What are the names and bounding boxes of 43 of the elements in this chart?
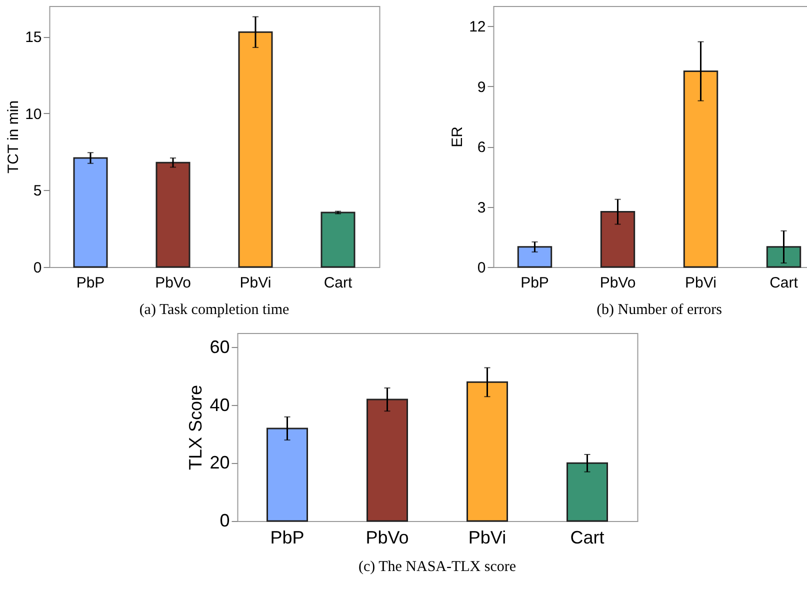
bar	[238, 31, 273, 268]
y-tick-label: 0	[33, 260, 42, 276]
y-axis-title: TCT in min	[5, 100, 22, 174]
x-tick-label: Cart	[770, 274, 799, 292]
bar	[683, 70, 718, 268]
x-tick-label: Cart	[324, 274, 353, 292]
bar	[366, 398, 408, 522]
y-tick-label: 12	[469, 18, 486, 36]
bar	[266, 428, 308, 522]
x-tick-label: PbP	[76, 274, 105, 292]
x-tick-label: PbVi	[685, 274, 716, 292]
bar	[600, 211, 636, 268]
y-tick-label: 5	[33, 182, 42, 200]
y-tick-label: 15	[25, 29, 42, 46]
y-tick-label: 60	[210, 336, 230, 357]
bar	[320, 212, 356, 268]
bar	[156, 162, 190, 268]
x-tick-label: PbVo	[600, 274, 636, 292]
x-tick-label: PbVo	[366, 528, 409, 548]
y-tick-label: 6	[477, 139, 486, 156]
y-tick-label: 9	[477, 78, 486, 96]
y-axis-title: TLX Score	[186, 384, 206, 470]
bar	[766, 246, 802, 268]
bar	[566, 462, 608, 522]
y-axis-title: ER	[449, 126, 466, 148]
x-tick-label: PbP	[520, 274, 549, 292]
bar	[73, 157, 108, 268]
y-tick-label: 40	[210, 394, 230, 415]
text: (b) Number of errors	[596, 302, 722, 318]
x-tick-label: PbVo	[155, 274, 191, 292]
y-tick-label: 20	[210, 452, 230, 473]
y-tick-label: 3	[477, 199, 486, 216]
x-tick-label: Cart	[570, 528, 604, 548]
bar	[466, 381, 508, 522]
bar	[517, 246, 552, 268]
text: (a) Task completion time	[139, 302, 290, 318]
x-tick-label: PbVi	[468, 528, 506, 548]
y-tick-label: 10	[25, 106, 42, 123]
x-tick-label: PbVi	[240, 274, 272, 292]
x-tick-label: PbP	[270, 528, 304, 548]
y-tick-label: 0	[220, 510, 230, 530]
text: (c) The NASA-TLX score	[358, 559, 516, 575]
y-tick-label: 0	[477, 260, 486, 276]
